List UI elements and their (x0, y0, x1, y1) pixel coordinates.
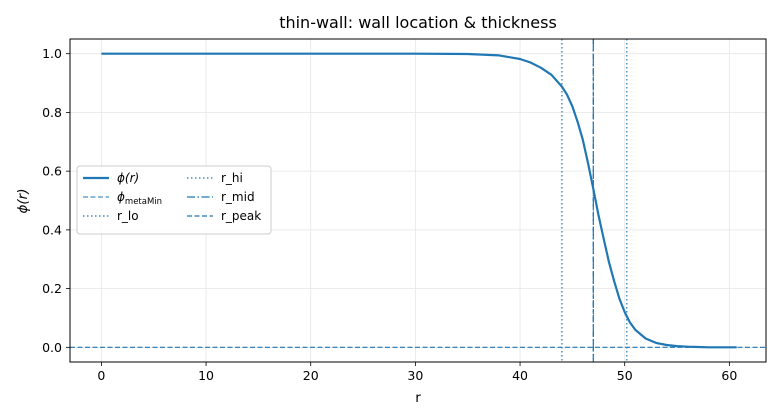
chart-title: thin-wall: wall location & thickness (279, 13, 557, 32)
x-tick-label: 20 (303, 368, 319, 383)
legend-label-subscript: metaMin (125, 197, 162, 207)
legend-label: r_lo (117, 209, 139, 223)
x-tick-label: 30 (407, 368, 423, 383)
legend-box (76, 165, 272, 235)
x-tick-label: 50 (617, 368, 633, 383)
legend-label: r_mid (221, 190, 255, 204)
x-axis-label: r (415, 390, 421, 406)
x-tick-label: 60 (721, 368, 737, 383)
y-tick-label: 0.0 (42, 340, 62, 355)
reference-lines (70, 39, 766, 362)
y-axis-label: ϕ(r) (15, 189, 31, 214)
series-group (101, 52, 737, 349)
y-axis: 0.0 0.2 0.4 0.6 0.8 1.0 (42, 46, 70, 355)
y-tick-label: 0.8 (42, 105, 62, 120)
y-tick-label: 0.2 (42, 281, 62, 296)
legend-label: r_peak (221, 209, 261, 223)
y-tick-label: 1.0 (42, 46, 62, 61)
legend-label: ϕ(r) (117, 171, 139, 185)
y-tick-label: 0.6 (42, 164, 62, 179)
x-tick-label: 10 (198, 368, 214, 383)
x-tick-label: 0 (97, 368, 105, 383)
x-tick-label: 40 (512, 368, 528, 383)
series-line-phi (101, 52, 737, 349)
x-axis: 0 10 20 30 40 50 60 (97, 362, 737, 383)
legend-label: r_hi (221, 171, 243, 185)
plot-frame (69, 38, 767, 363)
y-tick-label: 0.4 (42, 222, 62, 237)
